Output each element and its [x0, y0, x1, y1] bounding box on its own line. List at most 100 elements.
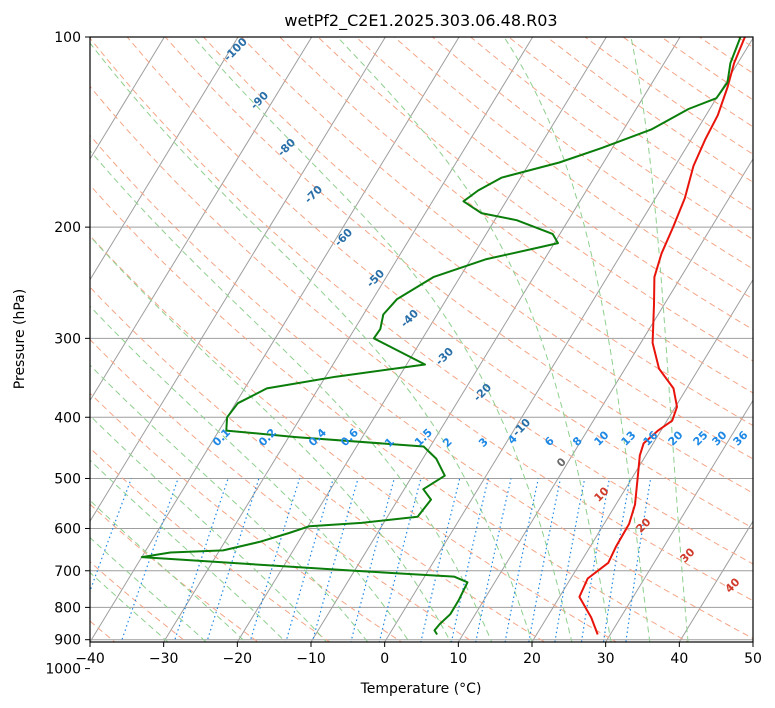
- y-tick-label: 500: [54, 471, 81, 487]
- isotherm-line: [384, 37, 753, 642]
- y-tick-label: 300: [54, 331, 81, 347]
- mixing-ratio-label: 13: [619, 429, 639, 449]
- mixing-ratio-label: 0.1: [210, 426, 233, 449]
- isotherm-line: [90, 37, 460, 642]
- y-tick-label: 100: [54, 30, 81, 46]
- chart-title: wetPf2_C2E1.2025.303.06.48.R03: [284, 11, 557, 31]
- dry-adiabat-label: 40: [723, 575, 743, 595]
- x-tick-label: 20: [523, 651, 541, 667]
- dry-adiabat-line: [90, 392, 403, 642]
- mixing-ratio-label: 10: [592, 428, 612, 448]
- isotherm-line: [90, 37, 239, 281]
- isotherm-line: [236, 37, 607, 642]
- dry-adiabat-line: [90, 184, 690, 642]
- moist-adiabat-line: [90, 149, 493, 642]
- plot-frame: [89, 36, 754, 643]
- axes: −40 −30 −20 −10 0 10 20 30 40 5010020030040050060…: [45, 30, 762, 678]
- mixing-ratio-line: [90, 478, 132, 593]
- x-tick-label: −40: [75, 651, 105, 667]
- moist-adiabat-label: -40: [398, 307, 421, 330]
- y-tick-label: 1000: [45, 662, 81, 678]
- mixing-ratio-label: 20: [666, 428, 686, 448]
- dry-adiabat-line: [203, 37, 753, 460]
- mixing-ratio-line: [350, 478, 395, 642]
- x-tick-label: 50: [744, 651, 762, 667]
- mixing-ratio-line: [285, 478, 334, 642]
- mixing-ratio-label: 2: [440, 435, 455, 450]
- dry-adiabat-label: 10: [592, 484, 612, 504]
- mixing-ratio-line: [475, 478, 512, 642]
- x-tick-label: −30: [149, 651, 179, 667]
- moist-adiabat-label: -60: [332, 226, 355, 249]
- dry-adiabat-line: [90, 620, 116, 642]
- isotherm-line: [531, 278, 753, 642]
- dry-adiabat-line: [622, 37, 753, 128]
- y-tick-label: 400: [54, 410, 81, 426]
- mixing-ratio-line: [249, 478, 301, 642]
- mixing-ratio-label: 1: [382, 435, 397, 450]
- mixing-ratio-label: 3: [476, 435, 491, 450]
- y-tick-label: 900: [54, 633, 81, 649]
- moist-adiabat-line: [90, 459, 287, 642]
- mixing-ratio-line: [378, 478, 422, 642]
- dry-adiabat-line: [90, 561, 188, 642]
- isotherm-line: [90, 37, 165, 160]
- isotherm-line: [90, 37, 313, 402]
- x-axis-label: Temperature (°C): [360, 681, 482, 697]
- moist-adiabat-line: [90, 571, 169, 642]
- dry-adiabat-line: [241, 37, 753, 427]
- x-tick-label: 10: [449, 651, 467, 667]
- moist-adiabat-line: [90, 42, 533, 642]
- dry-adiabat-line: [737, 37, 753, 48]
- isotherm-line: [163, 37, 534, 642]
- moist-adiabat-line: [503, 37, 651, 642]
- moist-adiabat-line: [90, 364, 369, 642]
- moist-adiabat-label: -20: [471, 381, 494, 404]
- dry-adiabat-line: [90, 134, 753, 640]
- isotherm-line: [678, 520, 753, 642]
- dewpoint-line: [140, 37, 742, 636]
- mixing-ratio-label: 6: [542, 434, 557, 449]
- moist-adiabat-line: [90, 305, 410, 642]
- temperature-line: [578, 37, 746, 635]
- x-tick-label: 40: [670, 651, 688, 667]
- isotherm-line: [457, 157, 753, 642]
- dry-adiabat-line: [90, 503, 259, 642]
- mixing-ratio-label: 0.4: [306, 426, 329, 449]
- dry-adiabat-line: [90, 37, 753, 565]
- x-tick-label: 30: [597, 651, 615, 667]
- mixing-ratio-label: 30: [710, 428, 730, 448]
- y-tick-label: 200: [54, 220, 81, 236]
- mixing-ratio-line: [625, 478, 652, 642]
- y-tick-label: 700: [54, 564, 81, 580]
- moist-adiabat-line: [630, 37, 689, 642]
- moist-adiabat-line: [90, 414, 328, 642]
- moist-adiabat-label: -50: [364, 267, 387, 290]
- mixing-ratio-label: 0.2: [256, 426, 279, 449]
- dry-adiabat-line: [661, 37, 753, 101]
- moist-adiabat-label: -100: [221, 35, 250, 64]
- moist-adiabat-line: [90, 499, 247, 642]
- moist-adiabat-line: [90, 235, 452, 642]
- isotherm-line: [90, 37, 386, 523]
- y-tick-label: 800: [54, 600, 81, 616]
- dry-adiabat-line: [126, 37, 753, 529]
- x-tick-label: 0: [380, 651, 389, 667]
- dry-adiabat-line: [317, 37, 753, 362]
- moist-adiabat-line: [193, 37, 573, 642]
- dry-adiabat-line: [279, 37, 753, 394]
- dry-adiabat-line: [90, 85, 753, 602]
- moist-adiabat-line: [337, 37, 612, 642]
- mixing-ratio-label: 8: [570, 434, 585, 449]
- dry-adiabat-line: [90, 338, 474, 642]
- y-axis-label: Pressure (hPa): [12, 289, 28, 389]
- mixing-ratio-label: 0.6: [338, 426, 361, 449]
- isotherm-line: [605, 399, 753, 642]
- x-tick-label: −20: [223, 651, 253, 667]
- dry-adiabat-line: [90, 447, 331, 642]
- mixing-ratio-label: 36: [731, 428, 751, 448]
- mixing-ratio-label: 25: [691, 429, 711, 449]
- dry-adiabat-line: [90, 286, 546, 642]
- moist-adiabat-label: -80: [275, 136, 298, 159]
